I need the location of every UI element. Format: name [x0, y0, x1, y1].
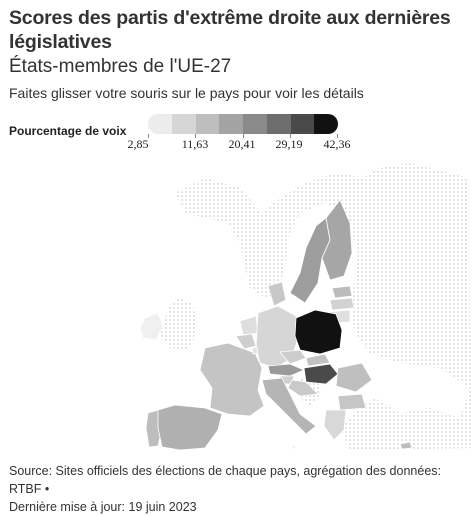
country-latvia[interactable]: [329, 297, 355, 311]
legend-swatch-3: [195, 114, 220, 134]
country-cyprus[interactable]: [399, 441, 413, 450]
country-finland[interactable]: [321, 199, 353, 281]
legend-swatch-4: [219, 114, 243, 134]
country-bulgaria[interactable]: [337, 393, 367, 411]
country-romania[interactable]: [335, 362, 373, 393]
legend-swatch-5: [243, 114, 267, 134]
non-eu-land: [175, 163, 472, 450]
legend-ticks: 2,85 11,63 20,41 29,19 42,36: [128, 137, 351, 153]
country-greece[interactable]: [323, 409, 347, 441]
country-poland[interactable]: [294, 309, 343, 355]
country-netherlands[interactable]: [239, 315, 259, 336]
country-austria[interactable]: [267, 363, 306, 377]
legend-tick-5: 42,36: [323, 137, 351, 151]
chart-title: Scores des partis d'extrême droite aux d…: [9, 7, 451, 53]
legend-label: Pourcentage de voix: [9, 124, 127, 138]
legend-color-scale: [148, 114, 338, 134]
legend-tick-2: 11,63: [181, 137, 209, 151]
legend-tick-4: 29,19: [275, 137, 303, 151]
legend-tick-3: 20,41: [228, 137, 256, 151]
legend-swatch-6: [266, 114, 291, 134]
legend-swatch-7: [290, 114, 315, 134]
legend-swatch-2: [171, 114, 196, 134]
country-estonia[interactable]: [331, 285, 353, 299]
non-eu-land-uk: [160, 298, 196, 350]
country-ireland[interactable]: [139, 312, 164, 341]
legend-tick-marks: [148, 134, 338, 138]
country-luxembourg[interactable]: [251, 346, 259, 355]
country-france[interactable]: [199, 342, 265, 417]
country-italy[interactable]: [261, 377, 317, 435]
country-slovakia[interactable]: [305, 353, 331, 367]
country-spain[interactable]: [157, 404, 223, 451]
source-note: Source: Sites officiels des élections de…: [9, 462, 469, 516]
chart-subtitle: États-membres de l'UE-27: [9, 56, 232, 77]
hover-hint: Faites glisser votre souris sur le pays …: [9, 85, 364, 101]
europe-choropleth-map: [139, 163, 472, 451]
legend-swatch-1: [148, 114, 172, 134]
country-malta[interactable]: [291, 445, 296, 450]
country-denmark[interactable]: [267, 281, 287, 307]
country-croatia[interactable]: [287, 379, 319, 397]
legend-swatch-8: [314, 114, 338, 134]
source-text: Source: Sites officiels des élections de…: [9, 464, 441, 496]
legend-tick-1: 2,85: [127, 137, 149, 151]
country-hungary[interactable]: [303, 363, 339, 385]
